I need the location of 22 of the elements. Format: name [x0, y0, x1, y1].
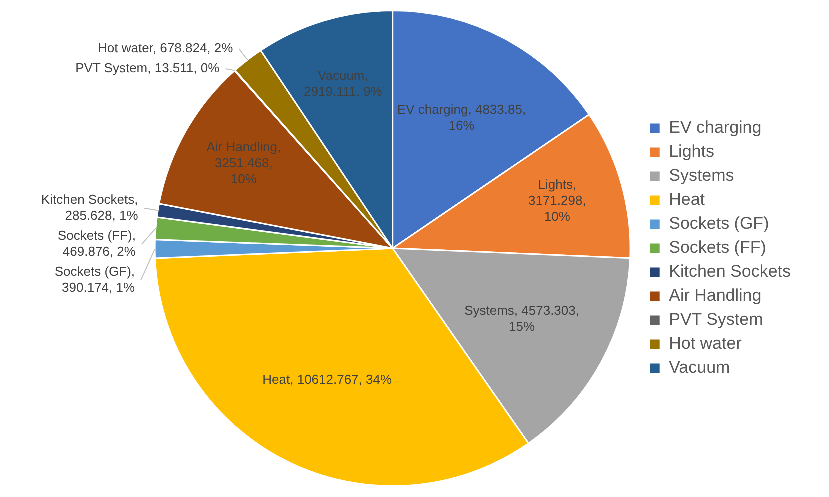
legend-label: EV charging [669, 118, 762, 138]
legend-label: PVT System [669, 310, 764, 330]
legend-label: Vacuum [669, 358, 730, 378]
data-label: Sockets (FF), 469.876, 2% [58, 228, 136, 259]
data-label: Sockets (GF), 390.174, 1% [54, 264, 136, 295]
data-label: Heat, 10612.767, 34% [262, 372, 392, 388]
legend-label: Kitchen Sockets [669, 262, 792, 282]
legend-label: Air Handling [669, 286, 762, 306]
legend-label: Hot water [669, 334, 742, 354]
data-label: Lights, 3171.298, 10% [528, 177, 586, 224]
legend-label: Systems [669, 166, 734, 186]
data-label: Systems, 4573.303, 15% [464, 302, 580, 334]
data-label: Kitchen Sockets, 285.628, 1% [41, 192, 139, 223]
legend-label: Heat [669, 190, 706, 210]
data-label: Vacuum, 2919.111, 9% [304, 68, 383, 100]
data-label: Hot water, 678.824, 2% [98, 40, 234, 56]
legend-label: Lights [669, 142, 714, 162]
legend-label: Sockets (FF) [669, 238, 766, 258]
data-label: PVT System, 13.511, 0% [76, 60, 220, 76]
data-label: Air Handling, 3251.468, 10% [206, 140, 282, 187]
data-label: EV charging, 4833.85, 16% [397, 102, 526, 133]
legend-label: Sockets (GF) [669, 214, 770, 234]
